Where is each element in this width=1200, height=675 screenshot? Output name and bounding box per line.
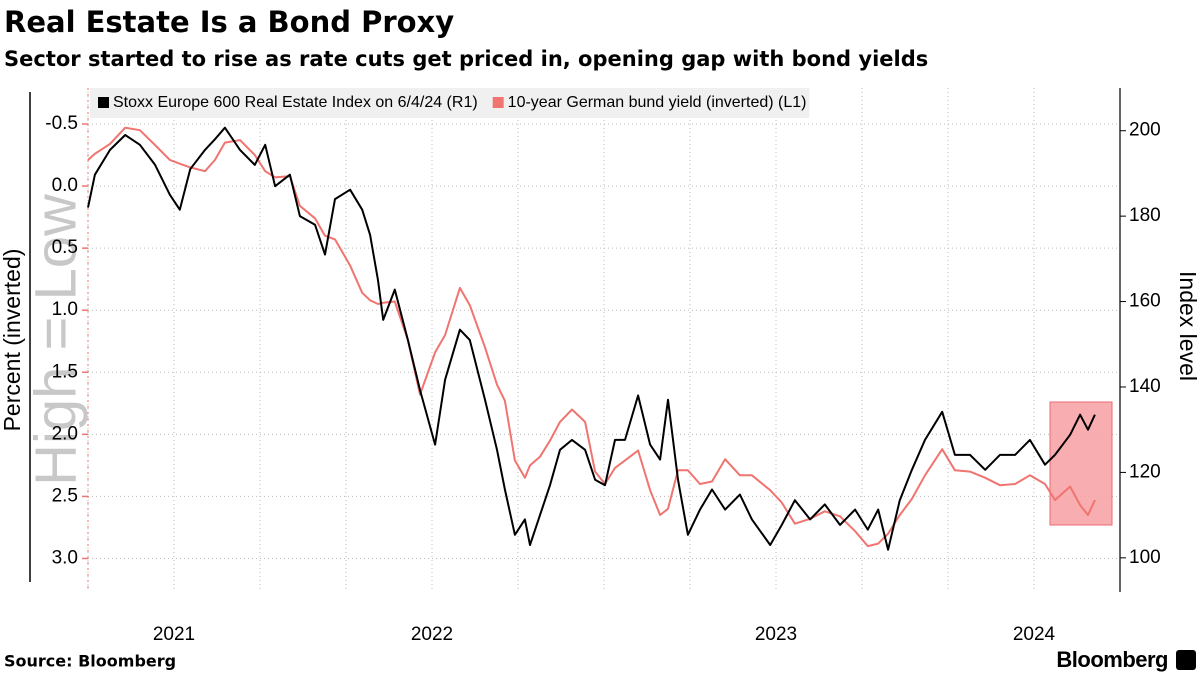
- legend-background: [90, 88, 810, 118]
- brand: Bloomberg: [1056, 647, 1168, 672]
- x-tick-label: 2022: [411, 624, 453, 645]
- y2-tick-label: 180: [1129, 205, 1161, 226]
- y-tick-label: 3.0: [52, 547, 78, 568]
- series-line: [87, 126, 1096, 548]
- y-tick-label: 2.5: [52, 485, 78, 506]
- y-tick-label: 1.0: [52, 299, 78, 320]
- y2-tick-label: 200: [1129, 120, 1161, 141]
- legend-swatch: [98, 97, 109, 108]
- brand-icon: [1176, 650, 1196, 670]
- y2-tick-label: 100: [1129, 547, 1161, 568]
- y-axis-label: Percent (inverted): [0, 249, 25, 432]
- chart-subtitle: Sector started to rise as rate cuts get …: [4, 47, 928, 71]
- y2-tick-label: 160: [1129, 291, 1161, 312]
- legend-label: Stoxx Europe 600 Real Estate Index on 6/…: [113, 94, 478, 111]
- series-line: [87, 126, 1096, 551]
- y-tick-label: 0.0: [52, 175, 78, 196]
- chart-title: Real Estate Is a Bond Proxy: [4, 5, 454, 39]
- y-tick-label: 0.5: [52, 237, 78, 258]
- highlight-box: [1049, 401, 1113, 526]
- legend-swatch: [492, 97, 504, 108]
- source: Source: Bloomberg: [4, 652, 176, 671]
- y2-tick-label: 120: [1129, 461, 1161, 482]
- y2-axis-label: Index level: [1175, 271, 1200, 381]
- annotation: High = Low: [23, 193, 88, 486]
- x-tick-label: 2023: [755, 624, 797, 645]
- y-tick-label: 1.5: [52, 361, 78, 382]
- legend-label: 10-year German bund yield (inverted) (L1…: [508, 94, 807, 111]
- x-tick-label: 2021: [153, 624, 195, 645]
- y-tick-label: 2.0: [52, 423, 78, 444]
- y-tick-label: -0.5: [45, 113, 78, 134]
- x-tick-label: 2024: [1013, 624, 1056, 645]
- y2-tick-label: 140: [1129, 376, 1161, 397]
